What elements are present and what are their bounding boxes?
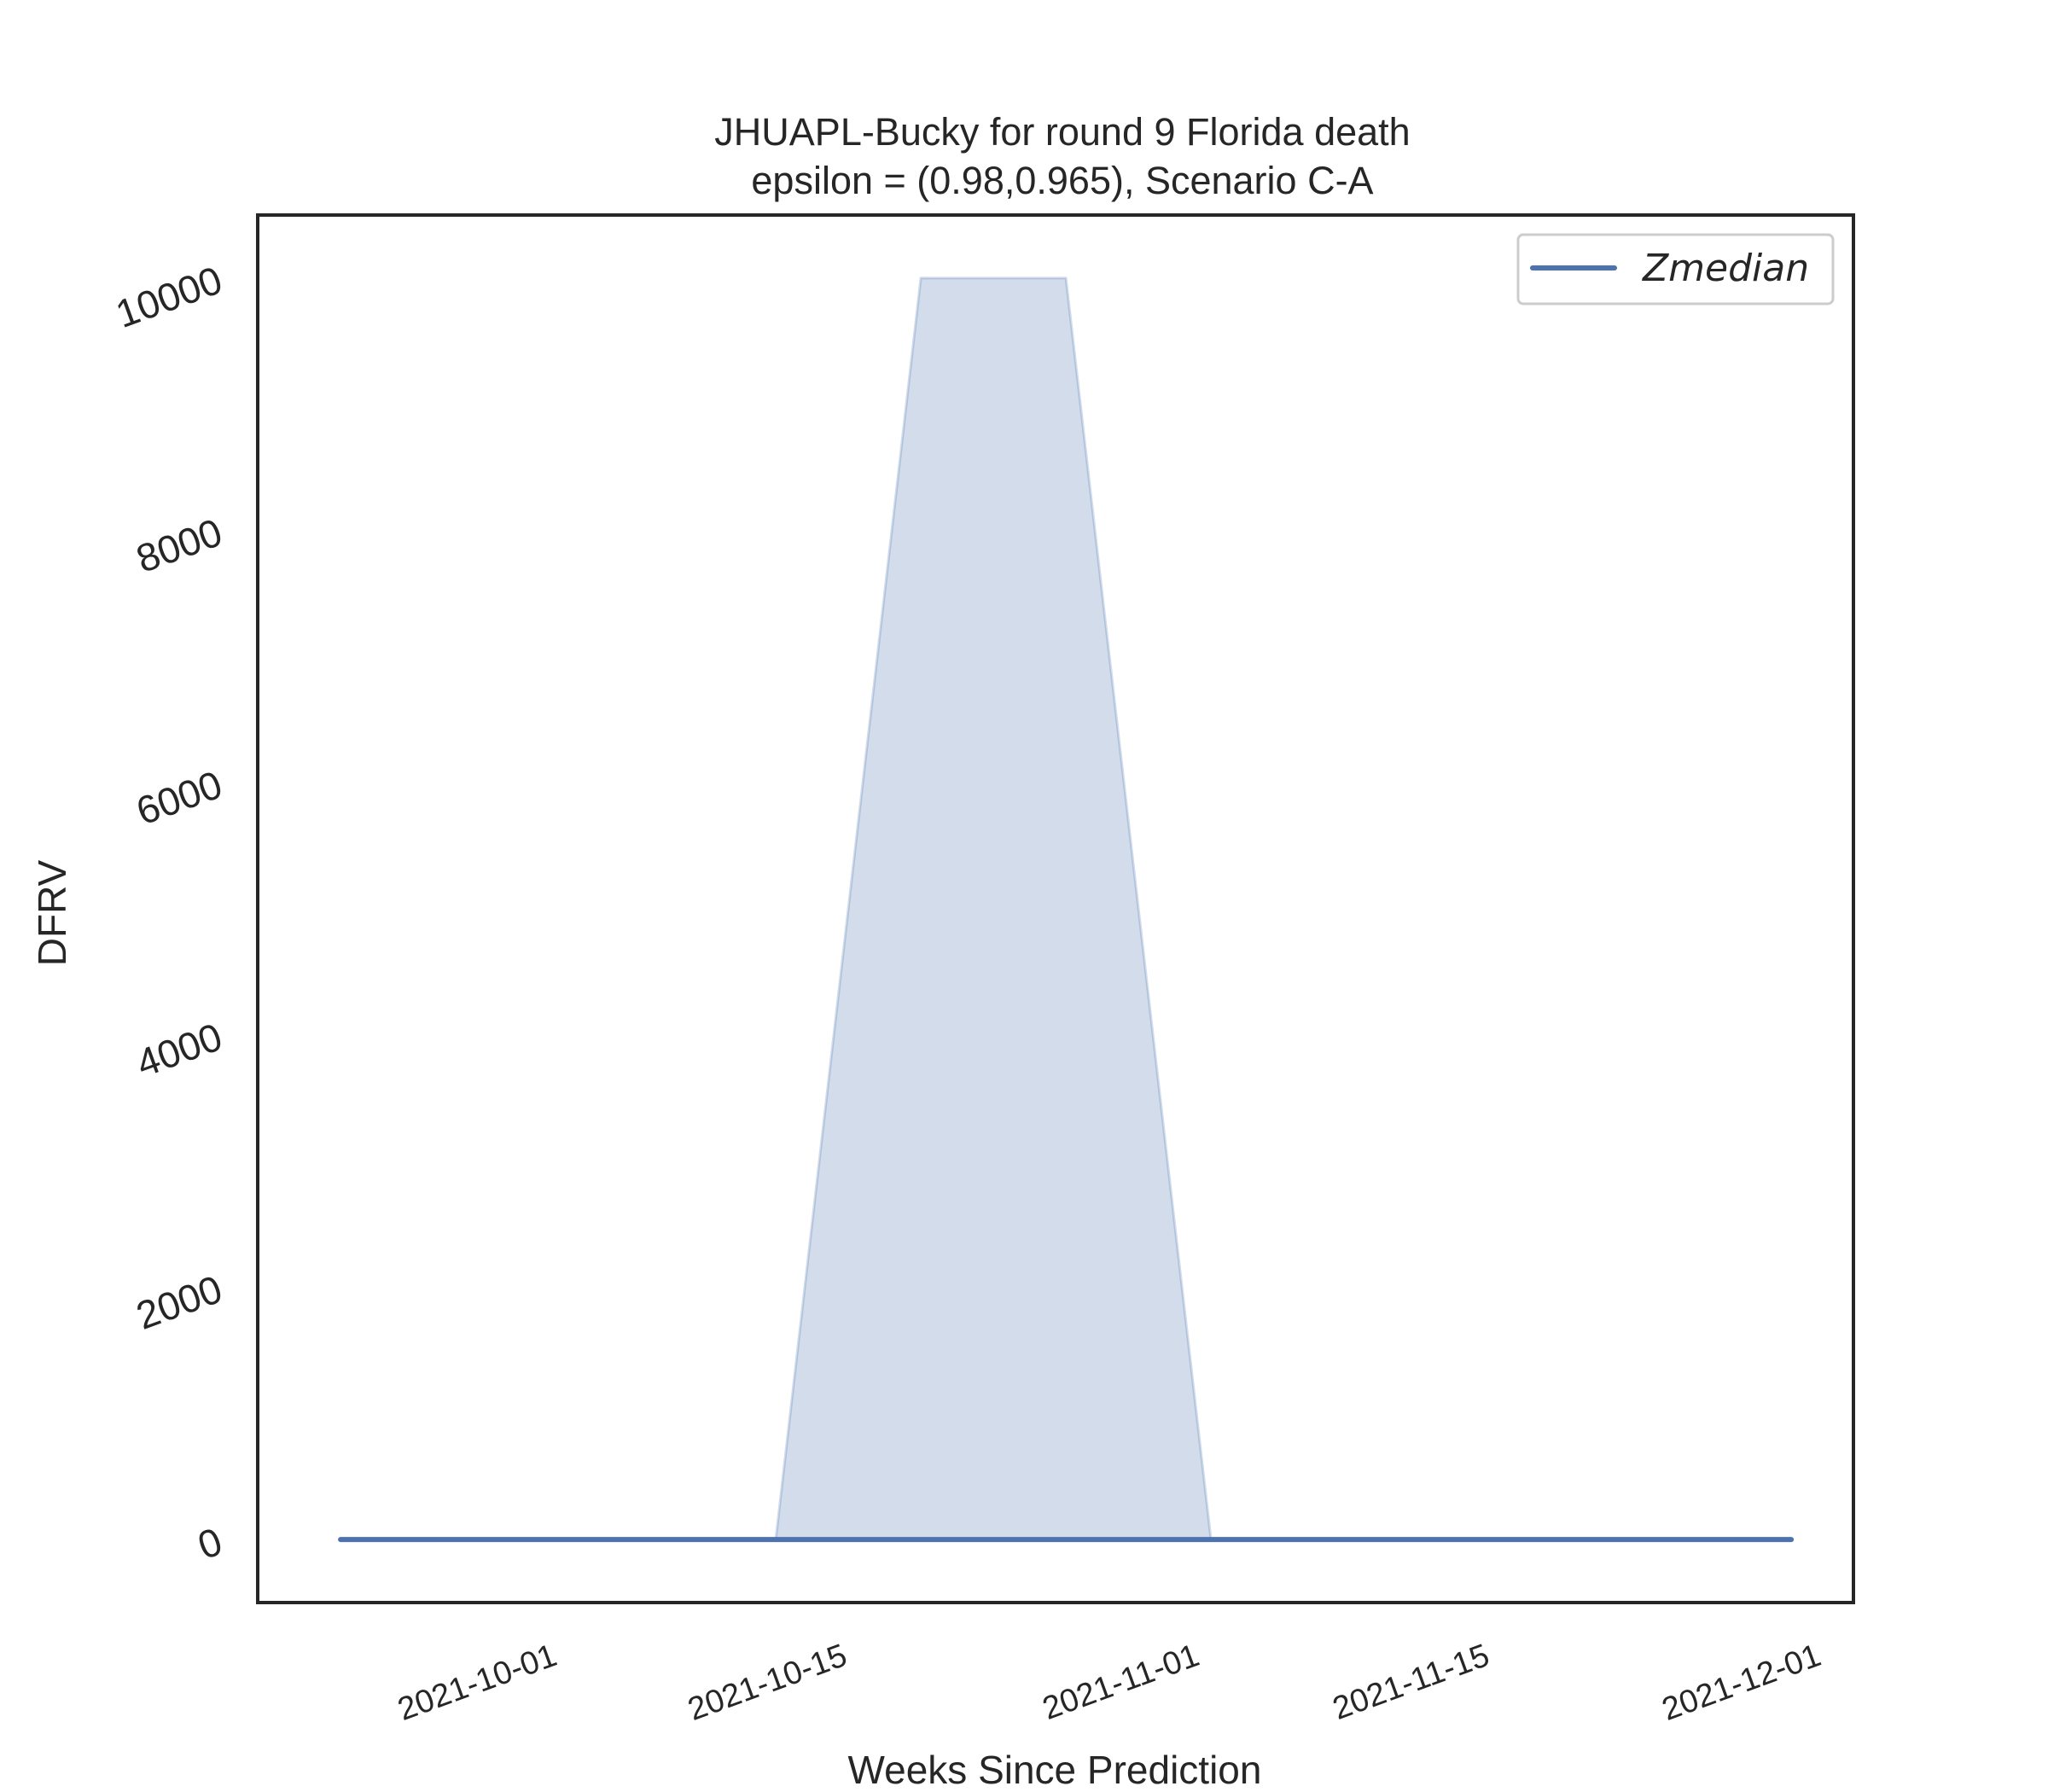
x-tick-label: 2021-12-01 xyxy=(1657,1638,1825,1728)
x-tick-label: 2021-10-01 xyxy=(393,1638,561,1728)
confidence-band xyxy=(340,276,1792,1541)
chart-title: JHUAPL-Bucky for round 9 Florida death xyxy=(714,110,1410,154)
y-axis-label: DFRV xyxy=(30,859,74,966)
legend-box xyxy=(1516,233,1835,305)
legend: Zmedian xyxy=(1516,233,1835,305)
y-tick-label: 6000 xyxy=(131,762,228,834)
x-axis-ticks: 2021-10-01 2021-10-15 2021-11-01 2021-11-15… xyxy=(393,1638,1825,1728)
plot-area xyxy=(338,276,1795,1543)
x-tick-label: 2021-11-01 xyxy=(1038,1638,1203,1727)
y-axis-ticks: 0 2000 4000 6000 8000 10000 xyxy=(110,257,228,1568)
y-tick-label: 4000 xyxy=(131,1014,228,1085)
x-tick-label: 2021-10-15 xyxy=(684,1638,852,1728)
chart-subtitle: epsilon = (0.98,0.965), Scenario C-A xyxy=(751,159,1373,202)
plot-frame xyxy=(256,213,1855,1604)
y-tick-label: 0 xyxy=(192,1519,228,1568)
y-tick-label: 10000 xyxy=(110,257,228,336)
y-tick-label: 8000 xyxy=(131,509,228,581)
x-tick-label: 2021-11-15 xyxy=(1328,1638,1493,1727)
x-axis-label: Weeks Since Prediction xyxy=(848,1748,1262,1792)
legend-label-zmedian: Zmedian xyxy=(1642,247,1809,290)
y-tick-label: 2000 xyxy=(131,1266,228,1338)
